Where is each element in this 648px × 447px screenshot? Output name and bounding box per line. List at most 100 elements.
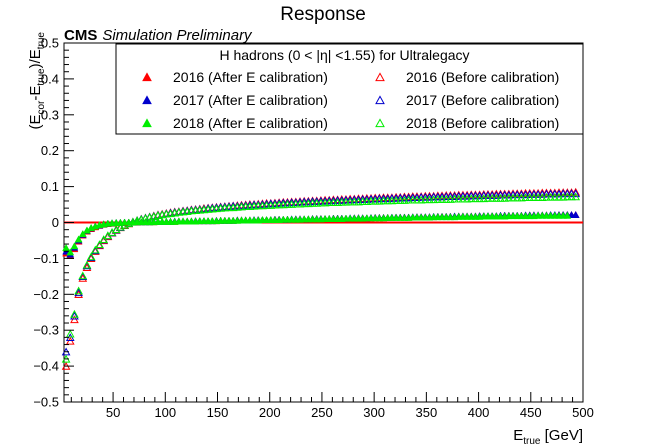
y-tick-label: −0.2 [33, 287, 59, 302]
data-point [517, 190, 526, 199]
data-point [450, 194, 459, 203]
data-point [454, 190, 464, 199]
x-tick-label: 400 [468, 405, 490, 420]
data-point [74, 286, 83, 295]
data-point [78, 229, 87, 238]
data-point [224, 203, 234, 212]
x-tick-label: 250 [311, 405, 333, 420]
data-point [316, 198, 326, 207]
data-point [429, 192, 439, 201]
data-point [354, 194, 363, 203]
data-point [512, 189, 522, 198]
data-point [446, 191, 455, 199]
data-point [571, 192, 581, 201]
data-point [542, 189, 551, 198]
data-point [99, 235, 109, 244]
data-point [483, 189, 493, 198]
data-point [542, 192, 551, 201]
data-point [504, 193, 514, 202]
data-point [404, 195, 413, 204]
y-axis-label-p1: (E [27, 115, 44, 130]
data-point [550, 189, 560, 198]
legend-box [115, 43, 584, 135]
data-point [496, 190, 505, 199]
y-tick-label: 0.3 [41, 107, 59, 122]
data-point [458, 194, 468, 203]
data-point [562, 188, 572, 196]
x-tick-label: 100 [154, 405, 176, 420]
data-point [400, 192, 409, 201]
legend-marker [142, 95, 152, 105]
data-point [441, 191, 451, 199]
data-point [387, 193, 397, 202]
x-axis-label: Etrue [GeV] [513, 427, 583, 447]
data-point [562, 192, 572, 201]
data-point [345, 194, 355, 203]
legend-marker [375, 95, 385, 105]
legend-entry: 2017 (After E calibration) [173, 92, 328, 108]
data-point [228, 201, 238, 210]
y-axis-label: (Ecor-Etrue)/Etrue [27, 32, 47, 130]
data-point [329, 195, 338, 204]
data-point [466, 191, 476, 200]
data-point [471, 190, 480, 199]
data-point [420, 192, 430, 201]
data-point [324, 198, 334, 207]
data-point [412, 195, 422, 204]
legend-entry: 2016 (After E calibration) [173, 69, 328, 85]
x-tick-label: 150 [207, 405, 229, 420]
data-point [491, 189, 501, 198]
data-point [458, 191, 468, 200]
data-point [379, 193, 388, 202]
cms-label: CMS Simulation Preliminary [64, 27, 253, 44]
data-point [358, 197, 368, 205]
y-tick-label: 0.2 [41, 143, 59, 158]
data-point [487, 191, 497, 199]
data-point [299, 197, 309, 206]
x-tick-label: 450 [520, 405, 542, 420]
data-point [308, 197, 317, 205]
data-point [437, 194, 447, 203]
data-point [529, 189, 539, 198]
data-point [479, 189, 489, 198]
data-point [408, 193, 418, 202]
data-point [491, 193, 501, 202]
series-2-markers [62, 211, 572, 256]
data-point [454, 191, 464, 200]
data-point [446, 192, 455, 200]
data-point [299, 199, 309, 208]
data-point [508, 190, 518, 199]
series-5-markers [61, 192, 581, 363]
data-point [329, 198, 338, 207]
data-point [249, 200, 259, 209]
data-point [274, 200, 284, 209]
legend-marker [375, 72, 385, 82]
x-tick-label: 50 [106, 405, 120, 420]
data-point [395, 196, 405, 204]
data-point [262, 201, 271, 209]
data-point [529, 193, 539, 202]
data-point [78, 271, 88, 280]
y-tick-label: −0.4 [33, 359, 59, 374]
x-axis-label-main: E [513, 427, 523, 444]
data-point [425, 191, 434, 200]
data-point [70, 311, 79, 320]
data-point [70, 309, 79, 318]
data-point [241, 202, 251, 210]
x-axis-label-sub: true [523, 436, 541, 447]
data-point [571, 210, 580, 219]
data-point [82, 260, 92, 269]
data-point [95, 240, 104, 249]
data-point [341, 195, 351, 204]
legend-entry: 2018 (Before calibration) [406, 115, 559, 131]
data-markers [61, 187, 581, 370]
data-point [525, 193, 535, 202]
legend-entry: 2017 (Before calibration) [406, 92, 559, 108]
data-point [278, 198, 288, 207]
data-point [537, 188, 547, 197]
data-point [454, 194, 464, 203]
data-point [433, 192, 443, 201]
data-point [533, 189, 543, 198]
data-point [529, 188, 539, 197]
